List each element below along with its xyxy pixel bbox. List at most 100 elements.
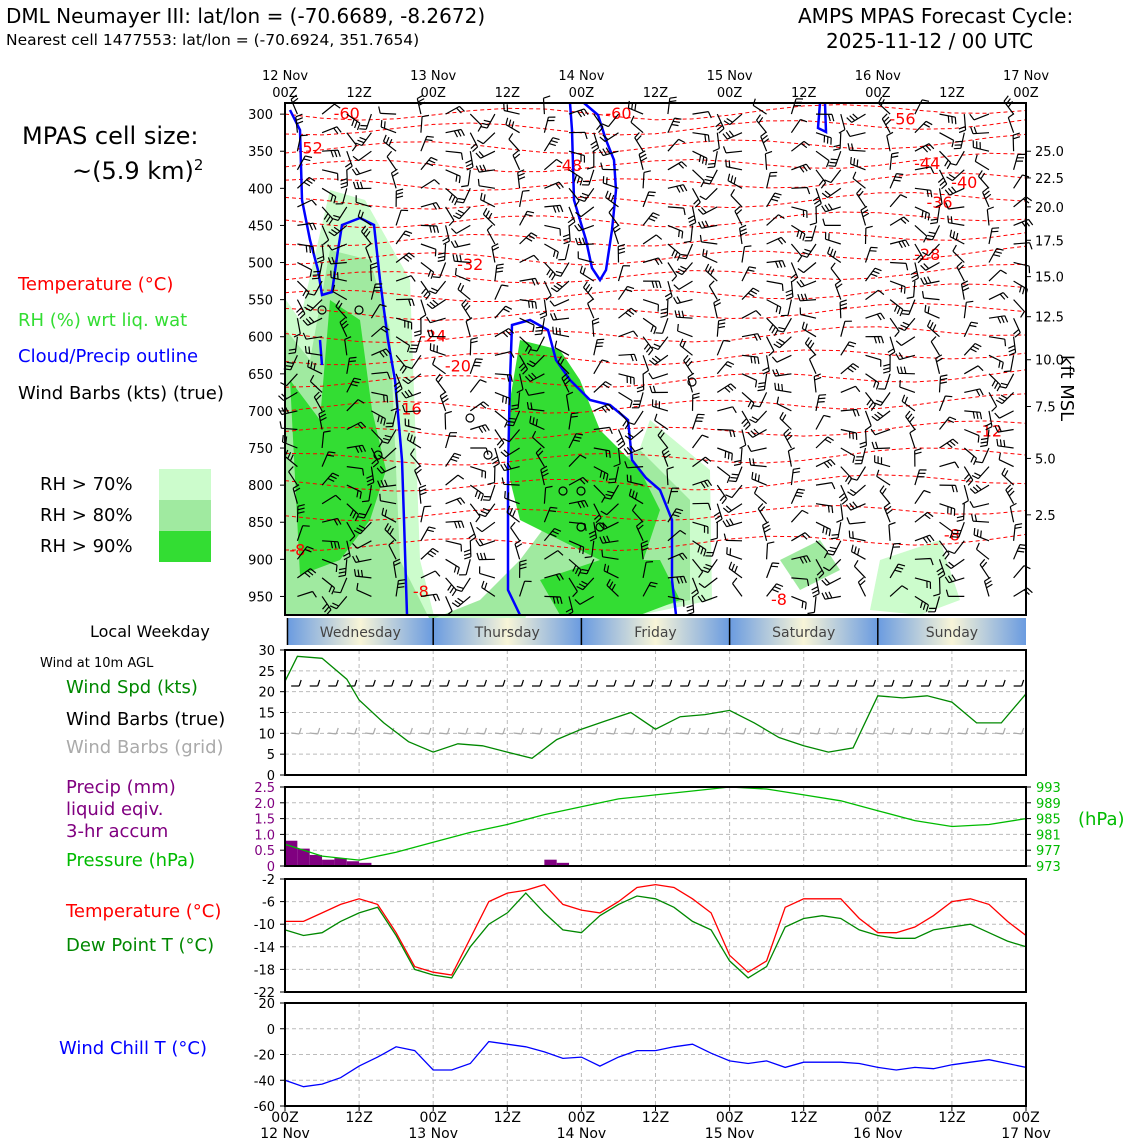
wind-barb xyxy=(445,577,457,597)
wind-barb xyxy=(766,260,786,269)
wind-barb xyxy=(414,465,422,486)
wind-barb xyxy=(470,466,487,479)
legend-rh80-swatch xyxy=(159,500,211,531)
temp-panel-ytick-label: -2 xyxy=(262,873,275,888)
wind-barb xyxy=(947,215,965,226)
wind-barb xyxy=(338,559,348,578)
wind-barb xyxy=(293,318,301,338)
precip-bar xyxy=(556,862,570,866)
wind-barb xyxy=(692,169,705,188)
grid-wind-barb xyxy=(735,727,747,735)
weekday-name: Thursday xyxy=(474,625,540,641)
wind-barb xyxy=(824,169,842,184)
wind-barb xyxy=(330,270,347,282)
wind-barb xyxy=(553,262,570,277)
wind-barb xyxy=(723,533,743,542)
wind-barb xyxy=(840,385,861,393)
wind-barb xyxy=(439,391,449,412)
wind-barb xyxy=(328,224,348,237)
wind-barb xyxy=(642,170,651,189)
wind-barb xyxy=(526,354,545,368)
wind-barb xyxy=(378,447,397,460)
altitude-tick-label: 17.5 xyxy=(1035,234,1064,249)
wind-barb xyxy=(600,162,619,171)
wind-barb xyxy=(479,566,496,579)
wind-barb xyxy=(335,300,348,319)
wind-barb xyxy=(588,522,598,542)
wind-barb xyxy=(608,206,619,226)
surface-wind-barb xyxy=(494,679,506,687)
wind-barb xyxy=(766,280,784,292)
wind-barb xyxy=(1013,153,1025,170)
wind-barb xyxy=(469,401,490,412)
wind-barb xyxy=(973,527,990,542)
wind-barb xyxy=(914,243,924,264)
wind-barb xyxy=(575,237,594,246)
wind-barb xyxy=(804,225,817,242)
wind-barb xyxy=(1013,523,1023,541)
wind-barb xyxy=(988,336,1007,347)
wind-barb xyxy=(544,595,563,604)
wind-barb xyxy=(544,158,563,171)
wind-barb xyxy=(945,202,965,210)
wind-barb xyxy=(475,538,496,547)
wind-barb xyxy=(667,575,687,584)
wind-barb xyxy=(297,243,315,254)
wind-barb xyxy=(704,263,718,282)
wind-barb xyxy=(722,518,743,528)
wind-barb xyxy=(377,479,397,488)
wind-barb xyxy=(631,504,644,523)
wind-barb xyxy=(469,379,487,393)
precip-marker xyxy=(483,450,493,460)
wind-barb xyxy=(494,351,515,358)
wind-barb xyxy=(914,120,933,134)
grid-wind-barb xyxy=(457,727,469,735)
wind-barb xyxy=(935,188,943,208)
bottom-time-tick-label: 12Z xyxy=(938,1110,965,1126)
wind-barb xyxy=(828,150,842,167)
grid-wind-barb xyxy=(717,727,728,735)
wind-barb xyxy=(889,585,909,597)
wind-barb xyxy=(445,432,457,449)
wind-barb xyxy=(712,132,720,152)
wind-barb xyxy=(352,181,372,190)
wind-barb xyxy=(420,156,438,171)
wind-barb xyxy=(635,521,644,542)
wind-barb xyxy=(914,534,935,544)
top-time-tick-label: 00Z xyxy=(865,86,891,101)
wind-barb xyxy=(935,354,943,374)
wind-barb xyxy=(734,205,743,226)
wind-barb xyxy=(947,540,965,555)
wind-barb xyxy=(552,326,570,338)
wind-barb xyxy=(848,530,866,542)
wind-barb xyxy=(728,561,743,579)
wind-barb xyxy=(626,474,644,486)
grid-wind-barb xyxy=(920,727,932,735)
wind-barb xyxy=(385,410,397,428)
wind-barb xyxy=(543,262,556,281)
top-date-label: 13 Nov xyxy=(410,69,456,84)
wind-barb xyxy=(549,299,570,307)
surface-wind-barb xyxy=(513,679,525,687)
cell-size-exponent: 2 xyxy=(193,156,204,174)
wind-barb xyxy=(898,317,916,332)
wind-barb xyxy=(860,205,870,226)
wind-barb xyxy=(772,368,792,377)
wind-barb xyxy=(321,577,336,595)
wind-barb xyxy=(534,318,545,336)
wind-barb xyxy=(352,150,372,162)
wind-barb xyxy=(574,223,595,232)
wind-barb xyxy=(356,582,372,597)
wind-barb xyxy=(568,412,579,430)
weekday-name: Saturday xyxy=(772,625,835,641)
wind-barb xyxy=(679,243,694,260)
wind-barb xyxy=(504,491,520,505)
wind-barb xyxy=(886,131,894,152)
wind-barb xyxy=(675,262,693,276)
surface-wind-barb xyxy=(902,679,914,687)
wind-barb xyxy=(922,243,940,257)
wind-barb xyxy=(939,461,960,469)
wind-barb xyxy=(445,206,455,227)
top-time-tick-label: 12Z xyxy=(643,86,669,101)
wind-barb xyxy=(910,262,919,283)
